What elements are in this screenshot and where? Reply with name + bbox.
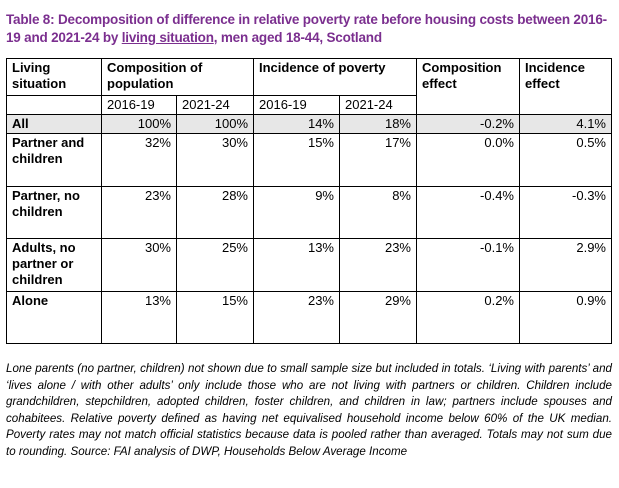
cell-value: -0.1% [416, 238, 520, 292]
table-row: All 100% 100% 14% 18% -0.2% 4.1% [6, 114, 612, 134]
cell-value: 4.1% [519, 114, 612, 134]
table-title: Table 8: Decomposition of difference in … [6, 11, 616, 47]
cell-value: 2.9% [519, 238, 612, 292]
year-header: 2016-19 [253, 95, 340, 115]
table-row: Partner, no children 23% 28% 9% 8% -0.4% -0.3% [6, 185, 612, 239]
cell-value: 18% [339, 114, 417, 134]
row-label: Adults, no partner or children [6, 238, 102, 292]
cell-value: 25% [176, 238, 254, 292]
cell-value: 8% [339, 185, 417, 239]
cell-value: 0.5% [519, 133, 612, 187]
cell-value: 0.2% [416, 290, 520, 344]
cell-value: 23% [253, 290, 340, 344]
cell-value: 17% [339, 133, 417, 187]
cell-value: 13% [101, 290, 177, 344]
cell-value: 30% [101, 238, 177, 292]
header-composition: Composition of population [101, 58, 254, 96]
title-text-end: , men aged 18-44, Scotland [213, 30, 382, 45]
cell-value: 32% [101, 133, 177, 187]
header-living-situation: Living situation [6, 58, 102, 96]
cell-value: 23% [339, 238, 417, 292]
year-header: 2016-19 [101, 95, 177, 115]
cell-value: 13% [253, 238, 340, 292]
table-row: Alone 13% 15% 23% 29% 0.2% 0.9% [6, 290, 612, 344]
row-label: All [6, 114, 102, 134]
row-label: Partner, no children [6, 185, 102, 239]
row-label: Partner and children [6, 133, 102, 187]
cell-value: 100% [176, 114, 254, 134]
header-incidence: Incidence of poverty [253, 58, 417, 96]
cell-value: 23% [101, 185, 177, 239]
cell-value: 0.9% [519, 290, 612, 344]
cell-value: 15% [253, 133, 340, 187]
header-composition-effect: Composition effect [416, 58, 520, 115]
cell-value: 15% [176, 290, 254, 344]
year-header: 2021-24 [176, 95, 254, 115]
cell-value: -0.4% [416, 185, 520, 239]
table-row: Partner and children 32% 30% 15% 17% 0.0% 0.5% [6, 133, 612, 187]
title-underlined: living situation [121, 30, 214, 45]
cell-value: 9% [253, 185, 340, 239]
cell-value: 28% [176, 185, 254, 239]
year-header: 2021-24 [339, 95, 417, 115]
cell-value: -0.2% [416, 114, 520, 134]
decomposition-table: Living situation Composition of populati… [6, 58, 612, 344]
cell-value: 100% [101, 114, 177, 134]
cell-value: 14% [253, 114, 340, 134]
row-label: Alone [6, 290, 102, 344]
cell-value: 30% [176, 133, 254, 187]
cell-value: 0.0% [416, 133, 520, 187]
footnote: Lone parents (no partner, children) not … [6, 362, 612, 458]
header-incidence-effect: Incidence effect [519, 58, 612, 115]
title-text: Table 8: Decomposition of difference in … [6, 12, 607, 45]
table-row: Adults, no partner or children 30% 25% 13% 2… [6, 238, 612, 292]
header-empty [6, 95, 102, 115]
cell-value: -0.3% [519, 185, 612, 239]
cell-value: 29% [339, 290, 417, 344]
